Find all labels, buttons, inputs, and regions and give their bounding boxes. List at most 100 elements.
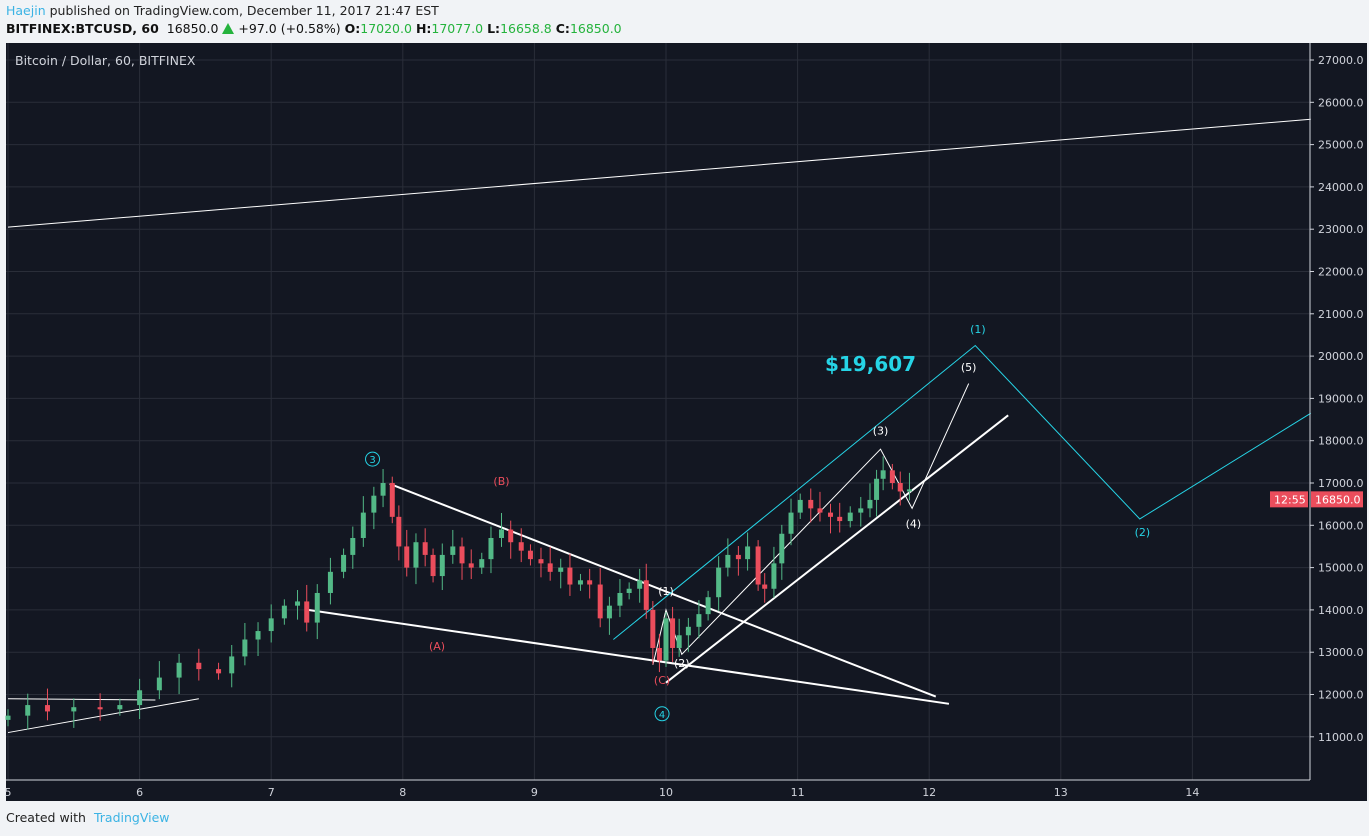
candle-body bbox=[716, 567, 722, 598]
candle-body bbox=[404, 546, 410, 568]
y-tick-label: 19000.0 bbox=[1318, 392, 1364, 405]
candle-body bbox=[847, 512, 853, 522]
candle-body bbox=[650, 609, 656, 648]
low-value: 16658.8 bbox=[500, 21, 552, 36]
candle-body bbox=[817, 508, 823, 513]
y-tick-label: 23000.0 bbox=[1318, 223, 1364, 236]
trend-line bbox=[7, 118, 1311, 228]
wave-circle bbox=[654, 706, 670, 722]
candle-body bbox=[643, 580, 649, 610]
trend-line bbox=[7, 698, 199, 734]
candle-body bbox=[788, 512, 794, 534]
candle-body bbox=[341, 554, 347, 572]
y-tick-label: 11000.0 bbox=[1318, 731, 1364, 744]
candle-body bbox=[25, 705, 31, 716]
candle-body bbox=[137, 690, 143, 706]
candle-body bbox=[762, 584, 768, 589]
y-tick-label: 15000.0 bbox=[1318, 562, 1364, 575]
h-label: H: bbox=[415, 21, 432, 36]
candle-body bbox=[371, 495, 377, 513]
tradingview-link[interactable]: TradingView bbox=[93, 810, 170, 825]
wave-label: (A) bbox=[429, 640, 445, 653]
trend-line bbox=[7, 698, 156, 701]
candle-body bbox=[685, 626, 691, 636]
x-tick-label: 13 bbox=[1054, 786, 1068, 799]
candle-body bbox=[626, 588, 632, 593]
y-tick-label: 26000.0 bbox=[1318, 96, 1364, 109]
candle-body bbox=[389, 483, 395, 517]
up-arrow-icon bbox=[222, 23, 235, 34]
candle-body bbox=[725, 554, 731, 568]
trend-line bbox=[389, 482, 937, 698]
wave-label: 3 bbox=[369, 455, 375, 466]
change: +97.0 (+0.58%) bbox=[238, 21, 341, 36]
candle-body bbox=[874, 478, 880, 500]
wave-label: (5) bbox=[961, 361, 977, 374]
candle-body bbox=[459, 546, 465, 564]
countdown-bg bbox=[1270, 491, 1308, 508]
trend-line bbox=[613, 344, 1312, 640]
y-tick-label: 14000.0 bbox=[1318, 604, 1364, 617]
symbol-info: BITFINEX:BTCUSD, 60 16850.0 +97.0 (+0.58… bbox=[6, 21, 622, 36]
price-target-label: $19,607 bbox=[825, 352, 916, 376]
candle-body bbox=[587, 580, 593, 585]
candle-body bbox=[755, 546, 761, 585]
candle-body bbox=[479, 559, 485, 568]
author-link[interactable]: Haejin bbox=[6, 3, 46, 18]
wave-label: (1) bbox=[658, 585, 674, 598]
y-tick-label: 27000.0 bbox=[1318, 54, 1364, 67]
candle-body bbox=[499, 529, 504, 538]
chart-background bbox=[6, 43, 1367, 801]
candle-body bbox=[567, 567, 573, 585]
y-tick-label: 21000.0 bbox=[1318, 308, 1364, 321]
candle-body bbox=[696, 614, 702, 627]
candle-body bbox=[880, 470, 886, 479]
candle-body bbox=[858, 508, 864, 513]
candle-body bbox=[327, 571, 333, 593]
trend-line bbox=[665, 414, 1009, 684]
candle-body bbox=[735, 554, 741, 560]
candle-body bbox=[906, 489, 912, 492]
trend-line bbox=[307, 608, 950, 705]
candle-body bbox=[617, 592, 623, 606]
y-tick-label: 25000.0 bbox=[1318, 139, 1364, 152]
countdown-label: 12:55 bbox=[1274, 493, 1306, 506]
candle-body bbox=[558, 567, 564, 572]
candle-body bbox=[547, 563, 553, 572]
candle-body bbox=[468, 563, 474, 568]
candle-body bbox=[897, 483, 903, 492]
x-tick-label: 10 bbox=[659, 786, 673, 799]
y-tick-label: 24000.0 bbox=[1318, 181, 1364, 194]
x-tick-label: 14 bbox=[1185, 786, 1199, 799]
publish-text: published on TradingView.com, December 1… bbox=[49, 3, 439, 18]
candle-body bbox=[216, 669, 222, 674]
candle-body bbox=[597, 584, 603, 619]
wave-label: (2) bbox=[674, 657, 690, 670]
candle-body bbox=[380, 483, 386, 496]
c-label: C: bbox=[555, 21, 570, 36]
candle-body bbox=[117, 705, 123, 710]
candle-body bbox=[295, 601, 301, 606]
candle-body bbox=[5, 715, 11, 720]
candle-body bbox=[779, 533, 785, 564]
candle-body bbox=[229, 656, 235, 674]
wave-label: 4 bbox=[659, 710, 665, 721]
price-label: 16850.0 bbox=[1315, 493, 1361, 506]
candle-body bbox=[430, 554, 436, 577]
candle-body bbox=[538, 559, 544, 564]
candle-body bbox=[396, 516, 402, 547]
y-tick-label: 12000.0 bbox=[1318, 689, 1364, 702]
candle-body bbox=[771, 563, 777, 589]
high-value: 17077.0 bbox=[431, 21, 484, 36]
wave-label: (3) bbox=[873, 424, 889, 437]
x-tick-label: 5 bbox=[5, 786, 12, 799]
candle-body bbox=[705, 597, 711, 615]
candle-body bbox=[828, 512, 833, 517]
x-tick-label: 7 bbox=[268, 786, 275, 799]
candle-body bbox=[450, 546, 456, 555]
symbol: BITFINEX:BTCUSD, 60 bbox=[6, 21, 159, 36]
candle-body bbox=[670, 618, 676, 648]
close-value: 16850.0 bbox=[569, 21, 622, 36]
last-price: 16850.0 bbox=[166, 21, 219, 36]
